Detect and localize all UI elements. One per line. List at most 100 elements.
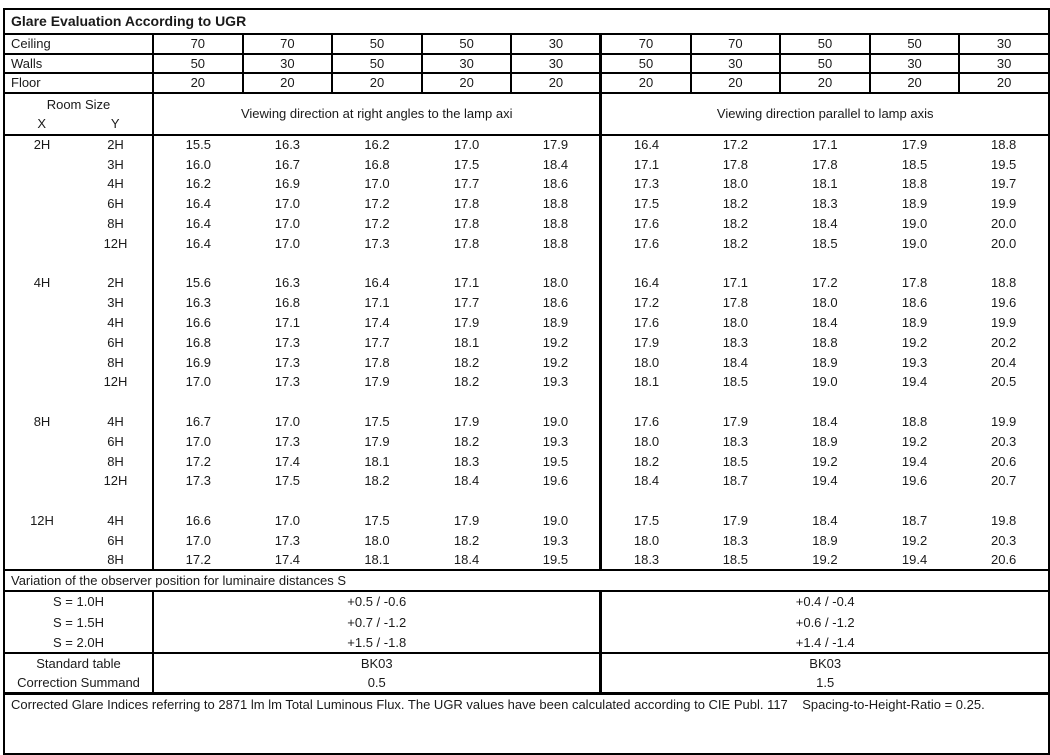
ugr-value: 17.2 xyxy=(812,275,838,291)
summary-label: Standard table xyxy=(4,652,154,674)
ugr-value: 20.5 xyxy=(990,374,1017,390)
ugr-value: 18.6 xyxy=(901,295,928,311)
ugr-value xyxy=(959,392,1049,412)
ugr-value: 18.9 xyxy=(901,315,928,331)
ugr-value: 18.4 xyxy=(511,154,603,175)
room-size-axes: X Y xyxy=(5,114,151,133)
ugr-row: 6H 17.0 17.3 18.0 18.2 19.3 18.0 18.3 18.9 19.2 20… xyxy=(4,530,1049,551)
summary-value-right: 1.5 xyxy=(816,674,835,690)
room-size-x xyxy=(4,214,79,234)
room-size-y: 6H xyxy=(79,530,154,551)
room-size-x xyxy=(4,372,79,392)
reflectance-row: Walls 50 30 50 30 30 50 30 50 30 30 xyxy=(3,52,1050,74)
ugr-row: 6H 17.0 17.3 17.9 18.2 19.3 18.0 18.3 18.9 19.2 20… xyxy=(4,431,1049,452)
ugr-value: 17.1 xyxy=(453,275,480,291)
ugr-value: 19.2 xyxy=(812,453,838,469)
ugr-value xyxy=(780,491,870,511)
ugr-value: 17.8 xyxy=(722,295,749,311)
ugr-value: 18.5 xyxy=(901,156,928,172)
ugr-row: 12H 17.0 17.3 17.9 18.2 19.3 18.1 18.5 19.0 19.4 2… xyxy=(4,372,1049,392)
ugr-value: 18.2 xyxy=(633,453,660,469)
ugr-value: 20.0 xyxy=(990,235,1017,251)
ugr-value: 18.8 xyxy=(511,193,603,214)
ugr-value: 17.7 xyxy=(364,334,390,350)
ugr-row: 8H 16.9 17.3 17.8 18.2 19.2 18.0 18.4 18.9 19.3 20… xyxy=(4,352,1049,373)
ugr-value: 19.9 xyxy=(990,196,1017,212)
reflectance-value: 70 xyxy=(599,33,692,55)
ugr-value xyxy=(601,392,691,412)
ugr-value: 17.8 xyxy=(812,156,838,172)
ugr-value: 16.2 xyxy=(185,176,211,192)
room-size-x xyxy=(4,471,79,491)
ugr-value: 19.3 xyxy=(511,431,603,452)
ugr-value: 19.4 xyxy=(901,552,928,568)
ugr-row: 8H 17.2 17.4 18.1 18.4 19.5 18.3 18.5 19.2 19.4 20… xyxy=(4,550,1049,571)
reflectance-value: 50 xyxy=(779,33,871,55)
ugr-value: 20.6 xyxy=(990,453,1017,469)
room-size-y: 6H xyxy=(79,431,154,452)
ugr-value: 18.9 xyxy=(511,312,603,333)
reflectance-value: 20 xyxy=(152,72,244,94)
ugr-value xyxy=(959,491,1049,511)
ugr-value: 19.0 xyxy=(901,235,928,251)
ugr-value: 17.3 xyxy=(185,473,211,489)
ugr-value xyxy=(332,491,422,511)
ugr-value: 17.2 xyxy=(633,295,660,311)
room-size-x xyxy=(4,233,79,253)
reflectance-label: Walls xyxy=(3,52,154,74)
column-header-row: Room Size X Y Viewing direction at right… xyxy=(4,92,1049,136)
ugr-value: 16.3 xyxy=(274,137,301,153)
ugr-value: 17.1 xyxy=(633,156,660,172)
summary-value-right: BK03 xyxy=(600,652,1049,674)
variation-heading: Variation of the observer position for l… xyxy=(4,569,1049,593)
ugr-value: 18.4 xyxy=(453,552,480,568)
room-size-x xyxy=(4,491,79,511)
ugr-row: 4H 16.6 17.1 17.4 17.9 18.9 17.6 18.0 18.4 18.9 19… xyxy=(4,312,1049,333)
reflectance-value: 50 xyxy=(331,33,423,55)
room-size-y: 4H xyxy=(79,411,154,432)
reflectance-value: 50 xyxy=(868,33,961,55)
room-size-y: 12H xyxy=(79,233,154,254)
ugr-value xyxy=(422,253,512,273)
ugr-value: 19.2 xyxy=(901,433,928,449)
reflectance-value: 20 xyxy=(599,72,692,94)
ugr-value: 18.3 xyxy=(722,433,749,449)
room-size-y: 3H xyxy=(79,292,154,313)
ugr-value: 19.2 xyxy=(511,332,603,353)
room-size-y: 6H xyxy=(79,332,154,353)
ugr-value: 18.9 xyxy=(812,354,838,370)
ugr-value: 18.8 xyxy=(511,213,603,234)
ugr-value: 19.2 xyxy=(812,552,838,568)
reflectance-value: 50 xyxy=(152,52,244,74)
ugr-row: 2H 2H 15.5 16.3 16.2 17.0 17.9 16.4 17.2 17.1 17.9… xyxy=(4,134,1049,155)
ugr-value: 20.0 xyxy=(990,216,1017,232)
ugr-value xyxy=(601,253,691,273)
ugr-value: 17.6 xyxy=(633,414,660,430)
reflectance-row: Ceiling 70 70 50 50 30 70 70 50 50 30 xyxy=(3,33,1050,55)
ugr-value: 17.0 xyxy=(274,196,301,212)
reflectance-value: 50 xyxy=(599,52,692,74)
ugr-value: 17.0 xyxy=(185,532,211,548)
ugr-value: 17.3 xyxy=(274,374,301,390)
room-size-x: 8H xyxy=(33,414,51,430)
ugr-value xyxy=(243,491,333,511)
variation-value-left: +1.5 / -1.8 xyxy=(153,632,603,654)
ugr-value: 16.2 xyxy=(364,137,390,153)
ugr-value: 17.9 xyxy=(453,513,480,529)
reflectance-value: 50 xyxy=(420,33,513,55)
ugr-value: 16.7 xyxy=(185,414,211,430)
ugr-value: 16.4 xyxy=(185,235,211,251)
ugr-value: 15.5 xyxy=(185,137,211,153)
ugr-value: 17.0 xyxy=(185,433,211,449)
ugr-value: 18.8 xyxy=(901,176,928,192)
ugr-value: 17.9 xyxy=(722,414,749,430)
ugr-value: 16.9 xyxy=(274,176,301,192)
room-size-x xyxy=(4,352,79,372)
variation-section: S = 1.0H +0.5 / -0.6 +0.4 / -0.4 S = 1.5H +0… xyxy=(4,591,1049,654)
reflectance-value: 20 xyxy=(779,72,871,94)
ugr-value: 17.4 xyxy=(274,552,301,568)
ugr-row: 3H 16.0 16.7 16.8 17.5 18.4 17.1 17.8 17.8 18.5 19… xyxy=(4,154,1049,175)
room-size-y: 8H xyxy=(79,451,154,472)
ugr-value: 17.6 xyxy=(633,216,660,232)
